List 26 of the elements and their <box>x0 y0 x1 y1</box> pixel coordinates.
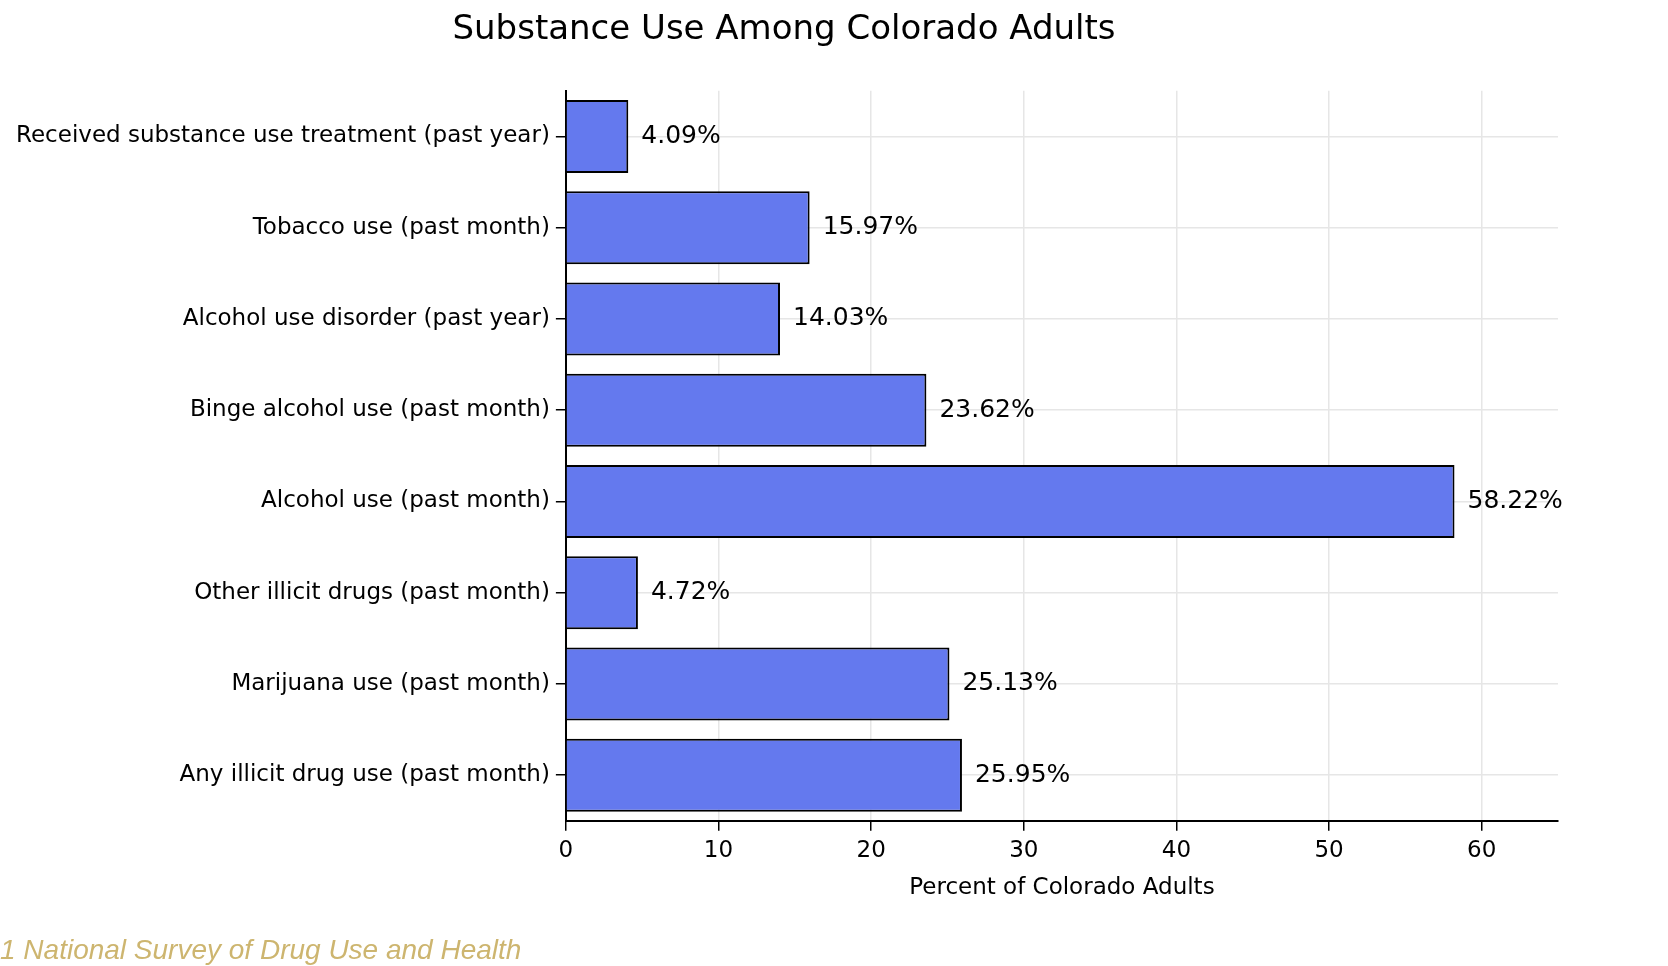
x-tick-label: 60 <box>1467 835 1497 862</box>
x-axis-title: Percent of Colorado Adults <box>909 873 1215 900</box>
x-tick-label: 50 <box>1314 835 1344 862</box>
data-label: 15.97% <box>822 211 918 241</box>
chart-title: Substance Use Among Colorado Adults <box>452 7 1116 48</box>
y-tick-label: Other illicit drugs (past month) <box>194 577 550 604</box>
y-tick-label: Received substance use treatment (past year) <box>16 121 550 148</box>
x-tick-label: 20 <box>856 835 886 862</box>
data-label: 25.13% <box>962 667 1058 697</box>
y-tick-label: Any illicit drug use (past month) <box>179 760 550 787</box>
y-tick-label: Marijuana use (past month) <box>231 668 550 695</box>
y-tick-label: Tobacco use (past month) <box>251 212 550 239</box>
text: 1 National Survey of Drug Use and Health <box>0 934 522 966</box>
data-label: 25.95% <box>974 758 1071 788</box>
y-tick-label: Binge alcohol use (past month) <box>189 395 550 422</box>
x-tick-label: 10 <box>703 835 734 862</box>
x-tick-label: 40 <box>1161 835 1192 862</box>
data-label: 23.62% <box>939 393 1035 423</box>
x-tick-label: 0 <box>558 835 574 862</box>
y-tick-label: Alcohol use (past month) <box>261 486 550 513</box>
x-tick-label: 30 <box>1009 835 1039 862</box>
data-label: 14.03% <box>793 302 889 332</box>
y-tick-label: Alcohol use disorder (past year) <box>182 303 550 330</box>
data-label: 4.09% <box>641 119 721 149</box>
data-label: 58.22% <box>1467 484 1563 514</box>
data-label: 4.72% <box>650 576 731 606</box>
